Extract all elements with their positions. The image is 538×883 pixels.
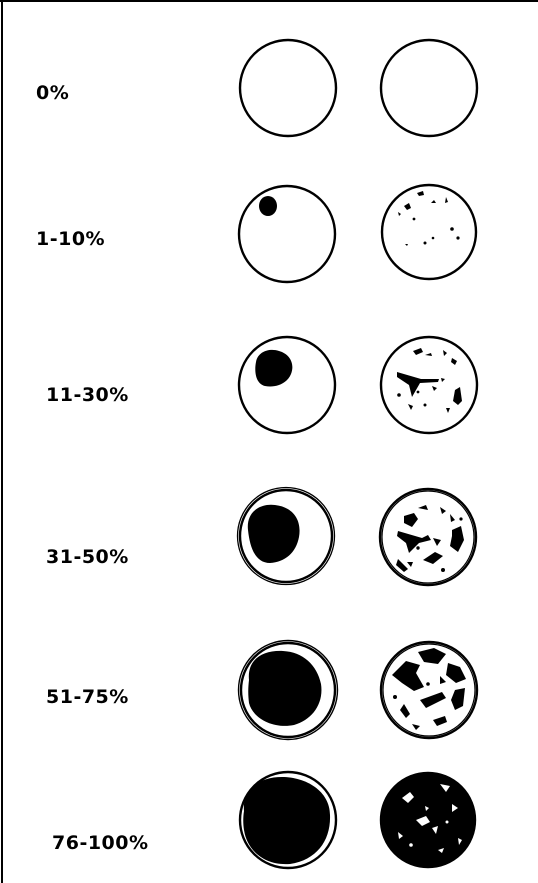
row3-solid-circle xyxy=(236,486,336,586)
row1-speckle-circle xyxy=(380,183,478,281)
row2-solid-circle xyxy=(237,335,337,435)
row3-speckle-circle xyxy=(378,487,478,587)
row-label-1: 1-10% xyxy=(36,228,106,250)
row-label-4: 51-75% xyxy=(46,686,129,708)
row2-speckle-circle xyxy=(379,335,479,435)
row4-speckle-circle xyxy=(379,640,479,740)
row5-solid-circle xyxy=(238,770,338,870)
row-label-2: 11-30% xyxy=(46,384,129,406)
row4-solid-circle xyxy=(237,639,339,741)
row-label-3: 31-50% xyxy=(46,546,129,568)
row5-speckle-circle xyxy=(379,771,477,869)
row-label-5: 76-100% xyxy=(52,832,149,854)
row0-speckle-circle xyxy=(379,38,479,138)
row-label-0: 0% xyxy=(36,82,70,104)
frame-left-border xyxy=(1,0,3,883)
frame-top-border xyxy=(0,0,538,2)
row1-solid-circle xyxy=(237,184,337,284)
row0-solid-circle xyxy=(238,38,338,138)
